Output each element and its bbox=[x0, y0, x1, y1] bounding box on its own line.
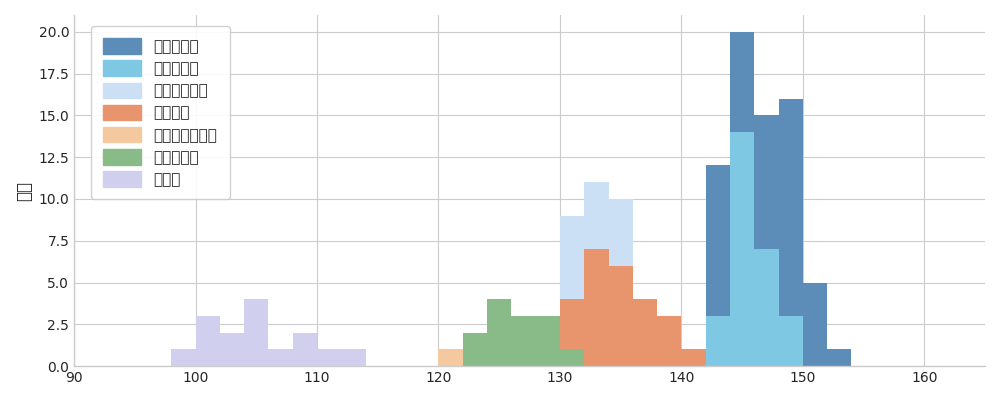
Bar bbox=[463, 333, 487, 366]
Bar bbox=[196, 316, 220, 366]
Bar bbox=[560, 350, 584, 366]
Bar bbox=[730, 132, 754, 366]
Bar bbox=[487, 299, 511, 366]
Legend: ストレート, ツーシーム, カットボール, フォーク, チェンジアップ, スライダー, カーブ: ストレート, ツーシーム, カットボール, フォーク, チェンジアップ, スライ… bbox=[91, 26, 230, 199]
Bar bbox=[754, 249, 779, 366]
Bar bbox=[317, 350, 341, 366]
Bar bbox=[293, 333, 317, 366]
Bar bbox=[536, 316, 560, 366]
Bar bbox=[706, 166, 730, 366]
Bar bbox=[754, 115, 779, 366]
Bar bbox=[220, 333, 244, 366]
Bar bbox=[633, 299, 657, 366]
Bar bbox=[657, 350, 681, 366]
Bar bbox=[438, 350, 463, 366]
Bar bbox=[803, 282, 827, 366]
Bar bbox=[560, 216, 584, 366]
Y-axis label: 球数: 球数 bbox=[15, 180, 33, 200]
Bar bbox=[584, 249, 609, 366]
Bar bbox=[779, 99, 803, 366]
Bar bbox=[487, 350, 511, 366]
Bar bbox=[730, 32, 754, 366]
Bar bbox=[657, 316, 681, 366]
Bar bbox=[779, 316, 803, 366]
Bar bbox=[511, 316, 536, 366]
Bar bbox=[609, 266, 633, 366]
Bar bbox=[681, 350, 706, 366]
Bar bbox=[341, 350, 366, 366]
Bar bbox=[268, 350, 293, 366]
Bar bbox=[609, 199, 633, 366]
Bar bbox=[244, 299, 268, 366]
Bar bbox=[584, 182, 609, 366]
Bar bbox=[633, 299, 657, 366]
Bar bbox=[171, 350, 196, 366]
Bar bbox=[560, 299, 584, 366]
Bar bbox=[706, 316, 730, 366]
Bar bbox=[681, 350, 706, 366]
Bar bbox=[827, 350, 851, 366]
Bar bbox=[463, 350, 487, 366]
